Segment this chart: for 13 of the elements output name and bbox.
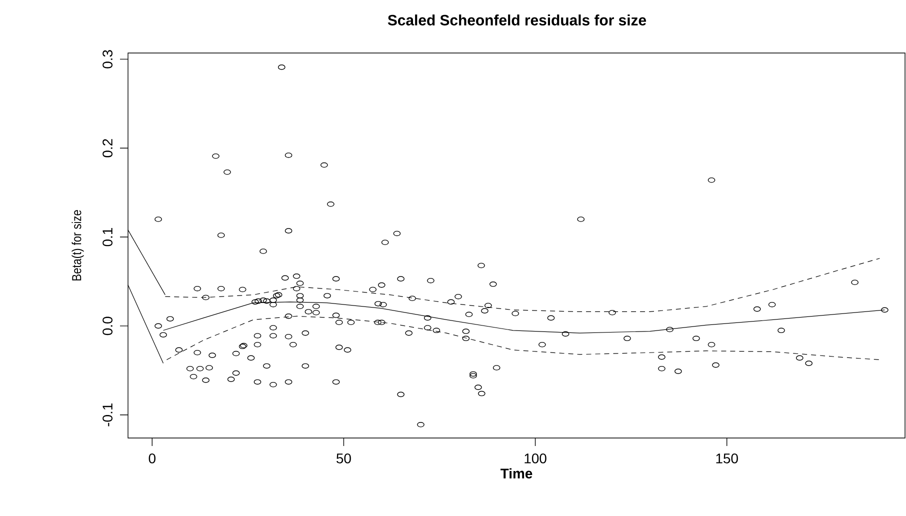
y-tick-label: 0.0	[102, 316, 112, 336]
y-tick-label: 0.3	[102, 50, 112, 68]
x-tick-label: 0	[148, 453, 156, 464]
x-tick-label: 100	[524, 453, 546, 464]
y-tick-label: 0.1	[102, 228, 112, 246]
y-tick-label: 0.2	[102, 139, 112, 158]
x-tick-label: 150	[716, 453, 738, 464]
x-axis-title: Time	[500, 468, 532, 478]
y-axis-title: Beta(t) for size	[72, 210, 84, 280]
x-tick-label: 50	[336, 453, 351, 464]
chart-title: Scaled Scheonfeld residuals for size	[388, 14, 646, 26]
y-tick-label: -0.1	[102, 404, 112, 426]
line-series	[162, 302, 886, 334]
